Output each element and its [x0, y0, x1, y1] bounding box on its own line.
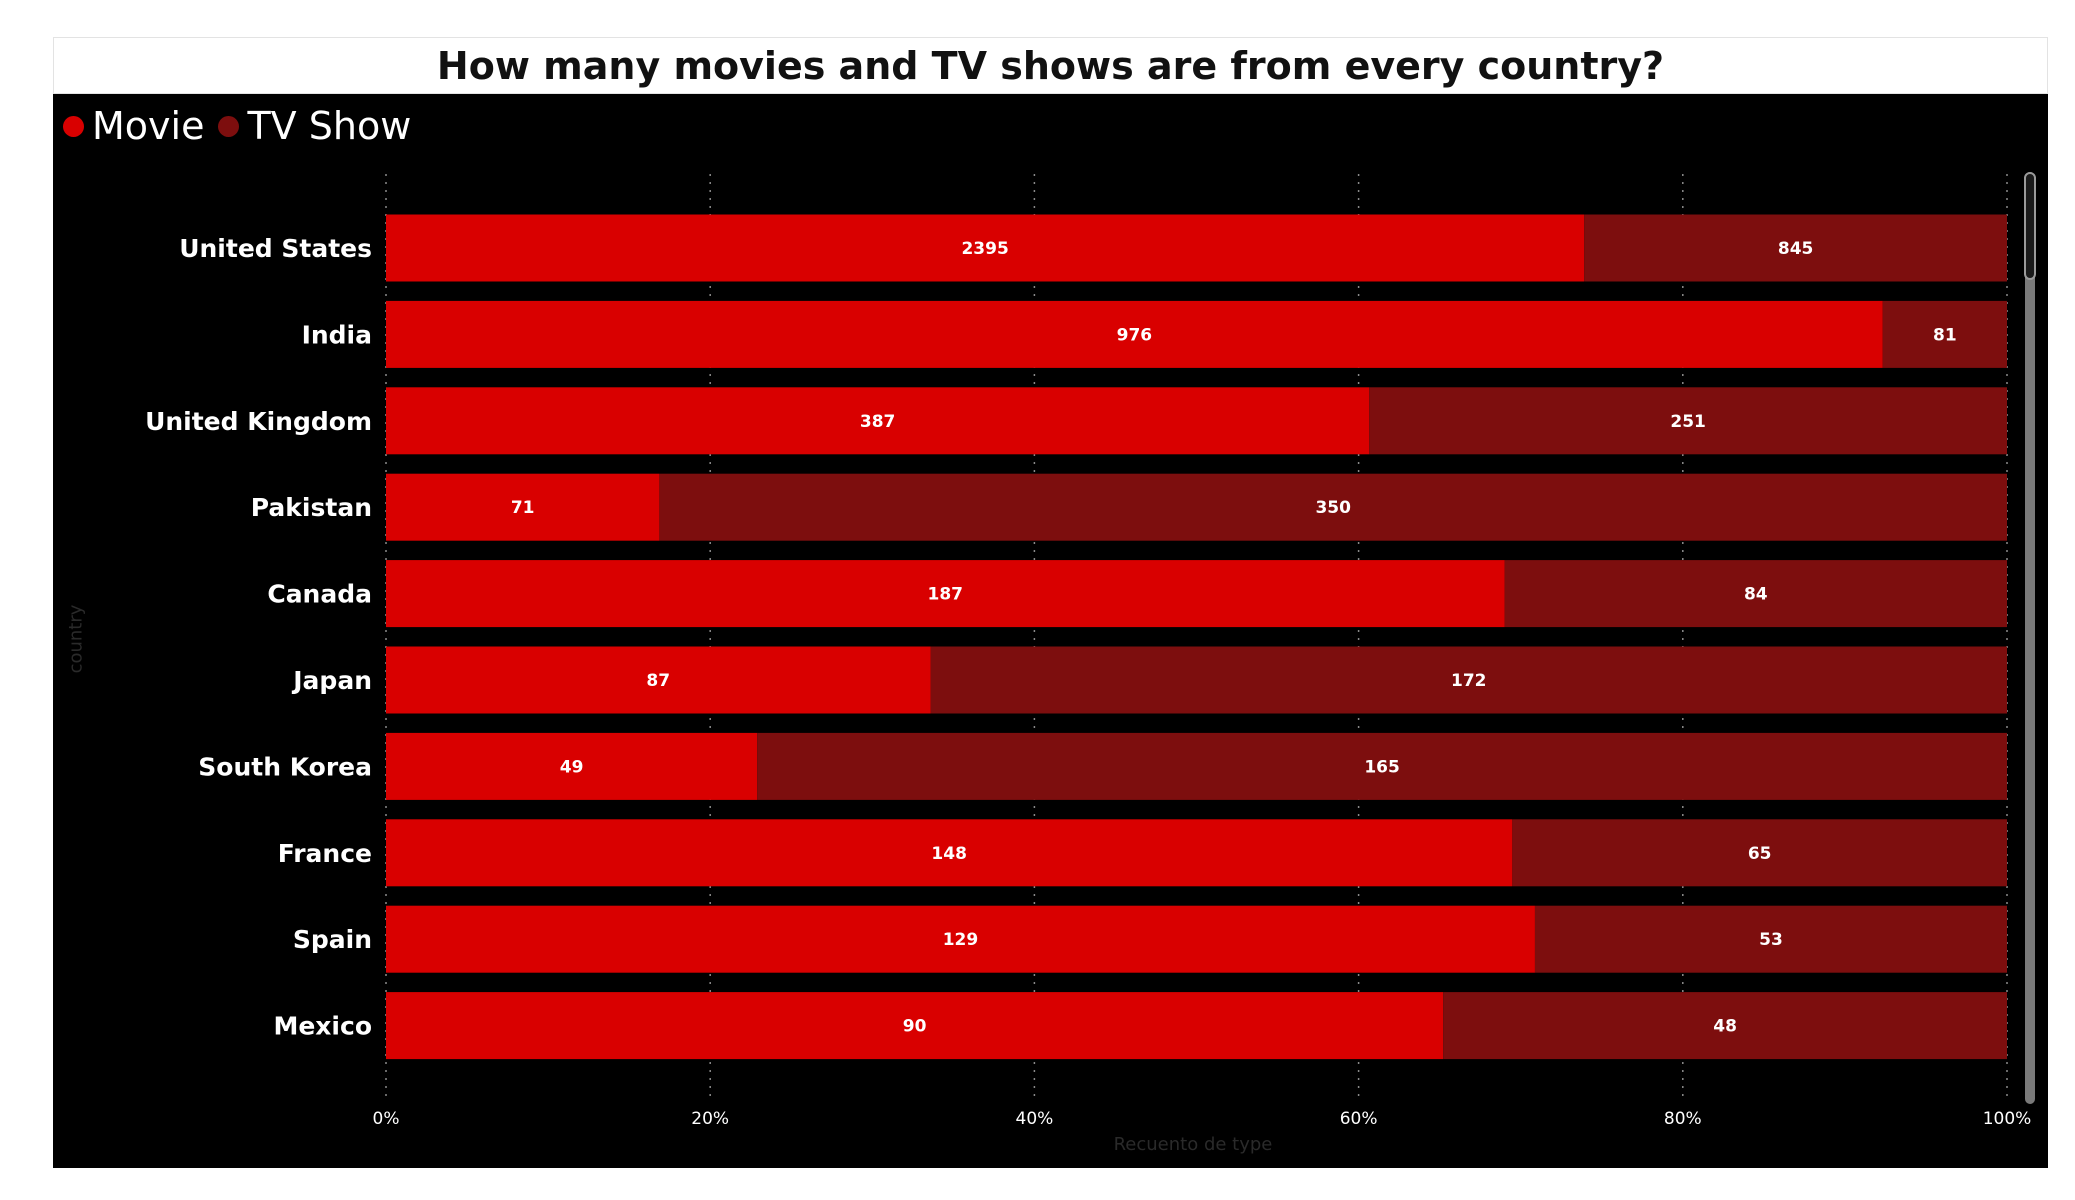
data-label: 87 — [646, 671, 670, 691]
data-label: 81 — [1933, 325, 1957, 345]
legend-item-movie[interactable]: Movie — [63, 104, 204, 148]
bar-movie[interactable] — [386, 214, 1585, 282]
chart-title: How many movies and TV shows are from ev… — [436, 44, 1665, 88]
data-label: 187 — [928, 585, 964, 605]
bar-tv-show[interactable] — [1882, 300, 2007, 368]
y-axis-label: country — [65, 604, 87, 674]
legend-dot-tv-show-icon — [218, 115, 240, 137]
y-category-label: Spain — [293, 925, 372, 954]
bar-tv-show[interactable] — [930, 646, 2007, 714]
x-tick-label: 60% — [1340, 1109, 1378, 1129]
data-label: 165 — [1364, 757, 1400, 777]
data-label: 129 — [943, 930, 979, 950]
x-tick-label: 40% — [1016, 1109, 1054, 1129]
chart-panel: Movie TV Show 0% 20% 40% 60% 80% 100% United S… — [53, 94, 2048, 1168]
legend-label-movie: Movie — [92, 104, 205, 148]
data-label: 71 — [511, 498, 535, 518]
data-label: 84 — [1744, 585, 1768, 605]
scrollbar-track[interactable] — [2025, 172, 2035, 1104]
bar-tv-show[interactable] — [1584, 214, 2007, 282]
bar-tv-show[interactable] — [1504, 560, 2007, 628]
y-category-label: India — [302, 320, 372, 349]
bar-tv-show[interactable] — [757, 732, 2007, 800]
bar-tv-show[interactable] — [1512, 819, 2007, 887]
bar-movie[interactable] — [386, 473, 660, 541]
data-label: 350 — [1315, 498, 1351, 518]
bar-movie[interactable] — [386, 646, 931, 714]
bar-movie[interactable] — [386, 732, 758, 800]
data-label: 387 — [860, 412, 896, 432]
y-category-label: South Korea — [198, 752, 372, 781]
x-tick-label: 100% — [1983, 1109, 2032, 1129]
data-label: 90 — [903, 1017, 927, 1037]
bar-movie[interactable] — [386, 992, 1444, 1060]
data-label: 172 — [1451, 671, 1487, 691]
y-category-label: United Kingdom — [145, 407, 372, 436]
legend: Movie TV Show — [63, 104, 425, 148]
data-label: 53 — [1759, 930, 1783, 950]
data-label: 48 — [1713, 1017, 1737, 1037]
bar-movie[interactable] — [386, 560, 1505, 628]
data-label: 2395 — [961, 239, 1008, 259]
bar-tv-show[interactable] — [659, 473, 2008, 541]
data-label: 251 — [1670, 412, 1706, 432]
data-label: 65 — [1748, 844, 1772, 864]
legend-item-tv-show[interactable]: TV Show — [218, 104, 411, 148]
data-label: 845 — [1778, 239, 1814, 259]
bar-tv-show[interactable] — [1534, 905, 2007, 973]
bar-tv-show[interactable] — [1369, 387, 2007, 455]
x-axis-label: Recuento de type — [1113, 1134, 1273, 1155]
title-bar: How many movies and TV shows are from ev… — [53, 37, 2048, 94]
data-label: 49 — [560, 757, 584, 777]
x-tick-label: 80% — [1664, 1109, 1702, 1129]
data-label: 976 — [1117, 325, 1153, 345]
x-tick-label: 20% — [691, 1109, 729, 1129]
data-label: 148 — [931, 844, 967, 864]
bar-movie[interactable] — [386, 819, 1513, 887]
y-category-label: France — [278, 839, 372, 868]
y-category-label: Japan — [291, 666, 372, 695]
scrollbar-thumb[interactable] — [2024, 172, 2036, 280]
legend-label-tv-show: TV Show — [247, 104, 412, 148]
x-tick-label: 0% — [373, 1109, 400, 1129]
bar-movie[interactable] — [386, 905, 1535, 973]
bar-tv-show[interactable] — [1443, 992, 2007, 1060]
y-category-label: Canada — [267, 580, 372, 609]
y-category-label: Mexico — [273, 1012, 372, 1041]
y-category-label: Pakistan — [251, 493, 372, 522]
bar-movie[interactable] — [386, 387, 1370, 455]
bar-movie[interactable] — [386, 300, 1883, 368]
y-category-label: United States — [179, 234, 372, 263]
legend-dot-movie-icon — [63, 115, 84, 137]
bar-chart: 0% 20% 40% 60% 80% 100% United States 2395 845 In… — [145, 174, 2032, 1129]
